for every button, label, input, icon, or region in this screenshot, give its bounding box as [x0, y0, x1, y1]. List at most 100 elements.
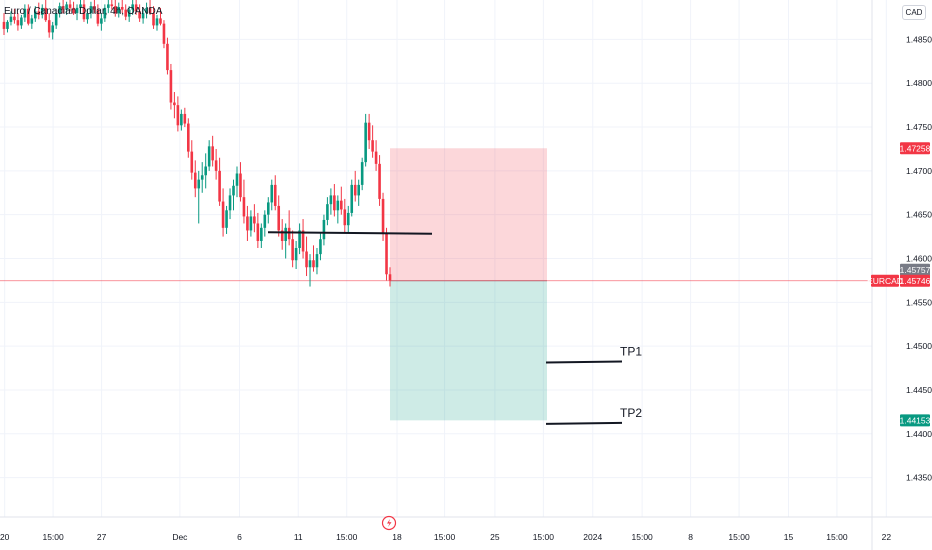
candle-body: [381, 198, 385, 234]
candle: [61, 0, 65, 14]
candle: [141, 8, 145, 24]
candle-body: [280, 230, 284, 241]
candle-body: [162, 23, 166, 44]
currency-button[interactable]: CAD: [902, 5, 926, 20]
candle: [180, 109, 183, 131]
candle: [350, 179, 354, 217]
candle: [266, 197, 270, 224]
candle: [280, 219, 284, 250]
candle-body: [200, 175, 204, 180]
candle: [65, 1, 68, 15]
candle: [200, 162, 204, 193]
replay-icon[interactable]: [381, 515, 397, 531]
candle-body: [131, 4, 134, 10]
candle: [173, 92, 176, 119]
candle: [308, 254, 312, 287]
x-tick-label: 15: [784, 532, 794, 542]
x-tick-label: 15:00: [434, 532, 456, 542]
candle: [27, 4, 30, 26]
candle-body: [315, 254, 319, 268]
tp-line[interactable]: [545, 421, 623, 425]
candle-body: [284, 227, 287, 241]
candle: [190, 140, 194, 180]
y-tick-label: 1.44500: [906, 385, 932, 395]
candle: [155, 14, 159, 31]
candle-body: [75, 7, 79, 14]
last-price-badge: 1.45746: [900, 274, 931, 287]
candle-body: [333, 195, 336, 211]
candle: [79, 0, 82, 14]
candle: [364, 113, 367, 167]
stop-price-badge-bg: [900, 142, 930, 155]
horizontal-trendline[interactable]: [267, 231, 433, 235]
candle: [2, 13, 6, 36]
candle: [82, 0, 86, 22]
candle-body: [134, 4, 138, 12]
y-axis[interactable]: 1.48500 1.48000 1.47500 1.47000 1.46500 1.460…: [906, 34, 932, 482]
candle-body: [260, 227, 263, 241]
x-tick-label: 15:00: [632, 532, 654, 542]
candle: [340, 186, 343, 215]
candle: [138, 4, 141, 22]
candle-body: [340, 200, 343, 210]
candle: [336, 195, 340, 224]
prev-price-badge: 1.45757: [900, 263, 931, 276]
candle-body: [152, 13, 155, 26]
candle: [235, 166, 239, 198]
candle-body: [294, 247, 298, 261]
candle-body: [239, 173, 242, 198]
stop-loss-zone[interactable]: [390, 148, 547, 281]
candle-body: [228, 195, 232, 211]
candle-body: [79, 4, 82, 8]
x-tick-label: 6: [237, 532, 242, 542]
candle-body: [117, 7, 121, 14]
candle-body: [287, 227, 291, 240]
candle-body: [124, 9, 128, 17]
candle-body: [350, 184, 354, 213]
candle-body: [232, 185, 235, 196]
candle: [207, 140, 211, 171]
tp-label[interactable]: TP1: [620, 345, 642, 359]
candle: [110, 0, 114, 10]
candle: [145, 2, 148, 19]
candle-body: [249, 216, 253, 231]
candle: [333, 184, 336, 217]
tp-label[interactable]: TP2: [620, 406, 642, 420]
candle: [287, 210, 291, 246]
candle-body: [127, 9, 131, 17]
candle: [30, 14, 34, 29]
candle: [176, 96, 180, 132]
candle-body: [378, 163, 381, 199]
candle-body: [371, 140, 374, 152]
candle: [305, 236, 308, 277]
drawings[interactable]: TP1 TP2: [267, 231, 642, 425]
target-price-badge-bg: [900, 414, 930, 427]
candle-body: [96, 9, 100, 24]
candle: [72, 1, 75, 15]
candle: [37, 2, 41, 20]
candle-body: [322, 219, 326, 240]
candle: [187, 118, 190, 158]
y-tick-label: 1.43500: [906, 473, 932, 483]
x-axis[interactable]: 20 15:00 27 Dec 6 11 15:00 18 15:00 25 15:00 2024 15…: [0, 532, 891, 542]
y-tick-label: 1.44000: [906, 429, 932, 439]
tp-line[interactable]: [545, 360, 623, 364]
candle: [23, 4, 27, 22]
candle: [6, 20, 9, 33]
candle: [225, 205, 228, 234]
candle-body: [225, 210, 228, 228]
candle: [221, 188, 225, 237]
candle: [388, 267, 392, 287]
candle: [117, 2, 121, 18]
candle: [385, 227, 388, 281]
candle-body: [9, 16, 13, 22]
y-tick-label: 1.46000: [906, 254, 932, 264]
candle: [312, 245, 315, 272]
candle-body: [256, 223, 260, 241]
take-profit-zone[interactable]: [390, 280, 547, 421]
x-tick-label: 15:00: [42, 532, 64, 542]
candle: [291, 230, 294, 268]
stop-price-badge-text: 1.47258: [900, 143, 931, 153]
x-tick-label: 8: [688, 532, 693, 542]
